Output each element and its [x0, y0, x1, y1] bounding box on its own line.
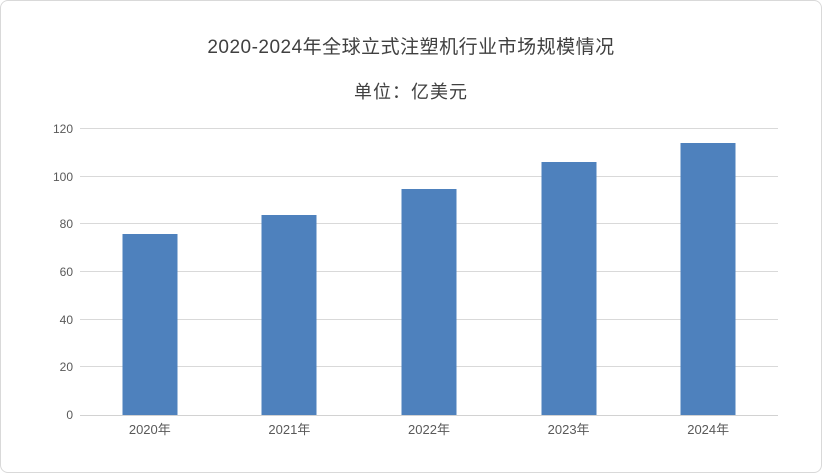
y-tick-label: 0: [66, 408, 73, 422]
plot-area: [80, 128, 778, 415]
x-tick-label: 2024年: [687, 422, 730, 437]
gridline: [80, 175, 778, 177]
y-tick-label: 120: [52, 122, 73, 136]
x-tick-label: 2023年: [547, 422, 590, 437]
x-tick-label: 2020年: [128, 422, 171, 437]
x-axis-labels: 2020年 2021年 2022年 2023年 2024年: [80, 415, 778, 445]
y-tick-label: 40: [59, 312, 73, 327]
x-axis-line: [80, 415, 778, 416]
bar-2022年: [401, 188, 457, 415]
x-tick-label: 2021年: [268, 422, 311, 437]
bar-2020年: [122, 233, 178, 415]
chart-unit-label: 单位：亿美元: [354, 82, 468, 102]
y-tick-label: 80: [59, 217, 73, 232]
y-tick-label: 60: [59, 265, 73, 279]
bar-2021年: [261, 214, 317, 415]
gridline: [80, 128, 778, 129]
y-axis-labels: 0 20 40 60 80 100 120: [1, 123, 73, 421]
bar-2024年: [680, 143, 736, 415]
bar-2023年: [541, 162, 597, 415]
chart-title: 2020-2024年全球立式注塑机行业市场规模情况: [207, 37, 615, 58]
y-tick-label: 20: [59, 360, 73, 375]
y-tick-label: 100: [52, 169, 73, 184]
x-tick-label: 2022年: [408, 422, 450, 437]
